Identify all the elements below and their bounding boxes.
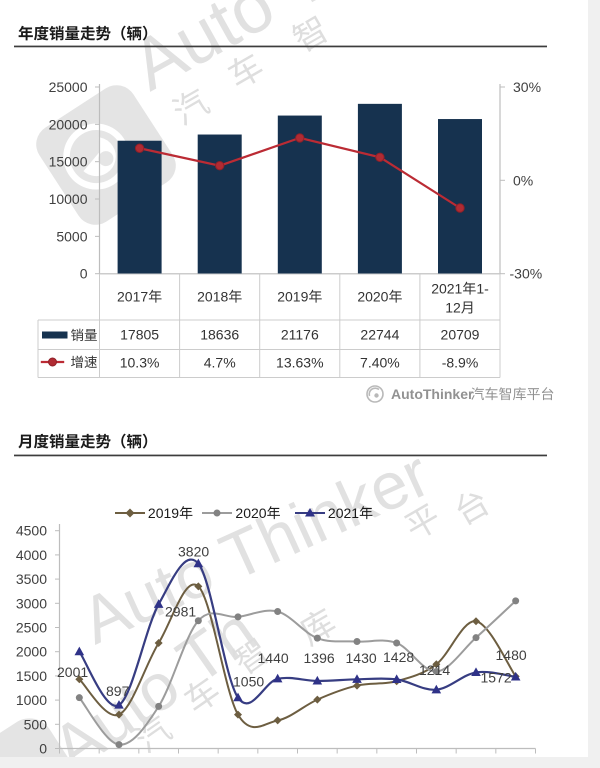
svg-text:7.40%: 7.40% [360, 355, 400, 371]
svg-text:0: 0 [80, 266, 88, 282]
svg-text:12: 12 [445, 300, 461, 316]
svg-text:897: 897 [106, 683, 130, 699]
svg-text:10.3%: 10.3% [120, 355, 160, 371]
svg-text:2020: 2020 [235, 505, 266, 521]
svg-text:1430: 1430 [346, 650, 377, 666]
svg-text:2019: 2019 [277, 289, 308, 305]
svg-text:0: 0 [39, 741, 47, 757]
svg-text:1572: 1572 [481, 670, 512, 686]
svg-text:2500: 2500 [16, 620, 47, 636]
svg-text:2981: 2981 [165, 604, 196, 620]
svg-text:4000: 4000 [16, 547, 47, 563]
svg-text:13.63%: 13.63% [276, 355, 323, 371]
svg-text:1440: 1440 [258, 650, 289, 666]
svg-text:4.7%: 4.7% [204, 355, 236, 371]
svg-text:4500: 4500 [16, 523, 47, 539]
svg-text:AutoThinker: AutoThinker [391, 386, 474, 402]
svg-text:5000: 5000 [56, 228, 87, 244]
svg-text:20709: 20709 [441, 327, 480, 343]
svg-text:2018: 2018 [197, 289, 228, 305]
svg-text:3500: 3500 [16, 571, 47, 587]
svg-text:10000: 10000 [49, 191, 88, 207]
svg-text:2021: 2021 [431, 281, 462, 297]
svg-text:2001: 2001 [57, 664, 88, 680]
svg-text:17805: 17805 [120, 327, 159, 343]
svg-text:30%: 30% [513, 79, 541, 95]
svg-text:1396: 1396 [304, 650, 335, 666]
svg-text:1-: 1- [476, 281, 489, 297]
svg-text:1428: 1428 [383, 649, 414, 665]
svg-text:2000: 2000 [16, 644, 47, 660]
svg-text:25000: 25000 [49, 79, 88, 95]
svg-text:1000: 1000 [16, 692, 47, 708]
svg-text:2017: 2017 [117, 289, 148, 305]
svg-text:500: 500 [24, 716, 48, 732]
svg-text:15000: 15000 [49, 154, 88, 170]
svg-text:1480: 1480 [496, 647, 527, 663]
svg-text:2020: 2020 [357, 289, 388, 305]
svg-text:3820: 3820 [178, 544, 209, 560]
svg-text:22744: 22744 [360, 327, 399, 343]
svg-text:1500: 1500 [16, 668, 47, 684]
svg-text:1050: 1050 [233, 674, 264, 690]
svg-text:2021: 2021 [328, 505, 359, 521]
svg-text:0%: 0% [513, 172, 533, 188]
svg-text:21176: 21176 [281, 327, 319, 343]
svg-text:2019: 2019 [148, 505, 179, 521]
svg-text:-30%: -30% [510, 266, 543, 282]
svg-text:1214: 1214 [419, 662, 450, 678]
svg-text:3000: 3000 [16, 595, 47, 611]
svg-text:18636: 18636 [200, 327, 239, 343]
svg-text:-8.9%: -8.9% [442, 355, 479, 371]
svg-text:20000: 20000 [49, 116, 88, 132]
